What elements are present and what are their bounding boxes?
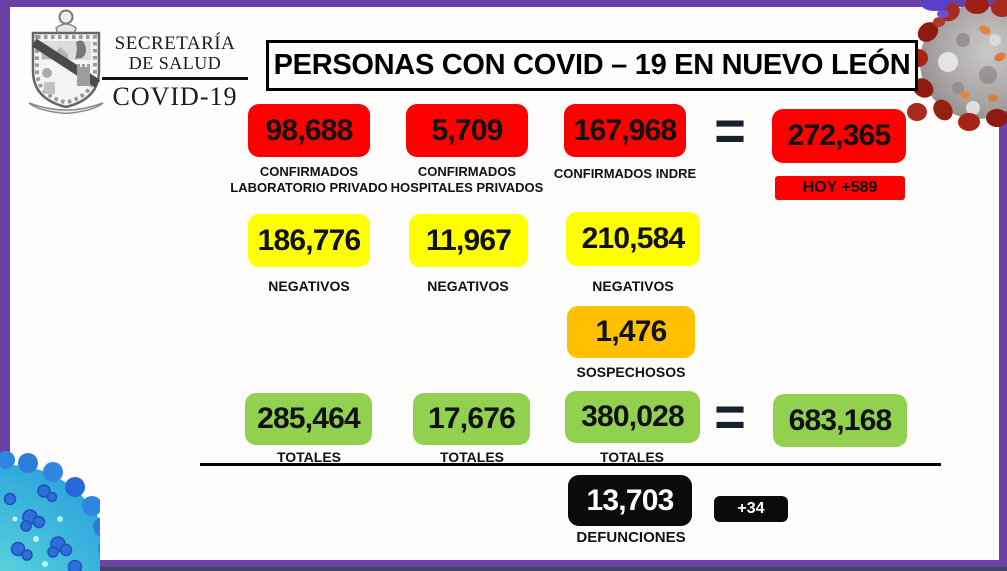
frame-left-border (0, 0, 10, 571)
coat-of-arms-logo (24, 8, 108, 119)
page-title: PERSONAS CON COVID – 19 EN NUEVO LEÓN (266, 40, 918, 91)
negatives-private-hospitals-label: NEGATIVOS (427, 278, 509, 294)
negatives-private-hospitals-value: 11,967 (409, 214, 528, 267)
totals-private-hospitals-value: 17,676 (413, 393, 530, 445)
suspects-label: SOSPECHOSOS (576, 364, 686, 380)
grand-total-value: 683,168 (773, 394, 907, 447)
suspects-value: 1,476 (567, 306, 695, 358)
equals-sign-totals: = (714, 385, 746, 449)
section-divider-line (200, 463, 941, 466)
frame-top-border (0, 0, 1007, 7)
frame-bottom-border (0, 560, 1007, 567)
totals-indre-label: TOTALES (599, 449, 665, 465)
confirmed-indre-value: 167,968 (564, 104, 686, 157)
negatives-private-lab-value: 186,776 (248, 214, 370, 267)
confirmed-private-lab-label: CONFIRMADOS LABORATORIO PRIVADO (230, 164, 388, 195)
logo-divider (102, 77, 248, 80)
logo-text-block: SECRETARÍA DE SALUD COVID-19 (100, 34, 250, 111)
deaths-delta-badge: +34 (714, 496, 788, 522)
logo-org-line2: DE SALUD (128, 53, 222, 73)
coronavirus-red-icon (907, 0, 1007, 131)
confirmed-private-hospitals-value: 5,709 (406, 104, 528, 157)
logo-org-line1: SECRETARÍA (114, 33, 236, 54)
negatives-private-lab-label: NEGATIVOS (268, 278, 350, 294)
frame-right-border (999, 0, 1007, 571)
equals-sign-confirmed: = (714, 99, 746, 163)
negatives-indre-value: 210,584 (566, 212, 700, 266)
totals-private-lab-label: TOTALES (276, 449, 342, 465)
frame-bottom-strip (0, 567, 1007, 571)
coronavirus-illustration-bottom-left (0, 449, 120, 571)
confirmed-private-hospitals-label: CONFIRMADOS HOSPITALES PRIVADOS (390, 164, 544, 195)
confirmed-indre-label: CONFIRMADOS INDRE (553, 166, 697, 181)
coronavirus-blue-icon (0, 451, 120, 571)
deaths-label: DEFUNCIONES (576, 529, 686, 546)
totals-private-hospitals-label: TOTALES (439, 449, 505, 465)
coronavirus-illustration-top-right (903, 0, 1007, 142)
logo-program: COVID-19 (112, 82, 238, 111)
totals-indre-value: 380,028 (565, 391, 700, 443)
confirmed-private-lab-value: 98,688 (248, 104, 370, 157)
today-increase-badge: HOY +589 (775, 176, 905, 200)
negatives-indre-label: NEGATIVOS (592, 278, 674, 294)
confirmed-total-value: 272,365 (772, 109, 906, 163)
deaths-value: 13,703 (568, 475, 692, 526)
nuevo-leon-shield-icon (28, 9, 104, 115)
totals-private-lab-value: 285,464 (245, 393, 372, 445)
